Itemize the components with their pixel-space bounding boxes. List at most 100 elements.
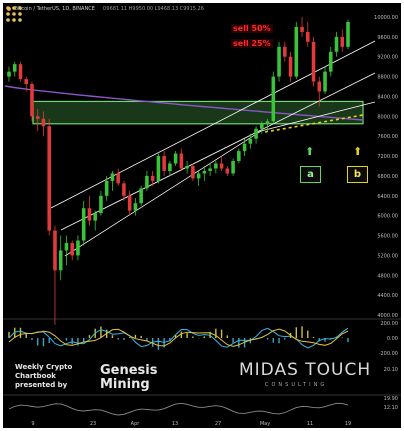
channel-lower-extension — [260, 101, 376, 132]
candle-body — [300, 26, 304, 32]
genesis-mining-logo: Genesis Mining — [100, 364, 158, 392]
candle-body — [87, 208, 92, 221]
ohlc-values: O9681.11 H9950.00 L9468.13 C9915.26 — [102, 6, 204, 12]
label-a: a — [300, 166, 321, 183]
genesis-line-1: Genesis — [100, 363, 158, 378]
candle-body — [311, 41, 316, 82]
price-chart[interactable]: 10000.00 9600.00 9200.00 8800.00 8400.00 8000… — [3, 3, 401, 428]
date-tick-label: 13 — [172, 421, 178, 427]
candle-body — [248, 138, 253, 144]
lower-tick-label: 12.10 — [384, 405, 398, 411]
oscillator-signal-line — [8, 328, 349, 347]
candle-body — [122, 183, 126, 196]
moving-average-line — [4, 85, 364, 121]
promo-line-2: Chartbook — [15, 372, 56, 380]
chart-canvas: 10000.009600.009200.008800.008400.008000… — [3, 15, 401, 427]
candle-body — [346, 21, 350, 47]
price-tick-label: 7600.00 — [377, 134, 398, 140]
date-tick-label: 27 — [215, 421, 221, 427]
candle-body — [168, 163, 172, 171]
candle-body — [47, 126, 52, 231]
candle-body — [179, 153, 184, 169]
oscillator-tick-label: 200.00 — [381, 321, 399, 327]
oscillator-line — [8, 327, 349, 349]
promo-line-1: Weekly Crypto — [15, 363, 73, 371]
price-tick-label: 5600.00 — [377, 234, 398, 240]
candle-body — [294, 26, 299, 77]
genesis-line-2: Mining — [100, 377, 150, 392]
candle-body — [328, 51, 333, 72]
candle-body — [64, 242, 69, 251]
candle-body — [340, 36, 345, 47]
date-tick-label: 11 — [307, 421, 313, 427]
candle-body — [254, 128, 258, 139]
candle-body — [81, 208, 86, 241]
candle-body — [334, 36, 339, 52]
candle-body — [271, 76, 276, 122]
candle-body — [35, 116, 40, 119]
candle-body — [12, 64, 17, 72]
label-b: b — [347, 166, 368, 183]
candle-body — [156, 156, 161, 181]
price-tick-label: 4800.00 — [377, 273, 398, 279]
date-tick-label: 19 — [345, 421, 351, 427]
support-zone — [32, 100, 364, 125]
date-tick-label: May — [260, 421, 270, 427]
candle-body — [139, 188, 143, 204]
candle-body — [24, 79, 29, 85]
candle-body — [173, 153, 178, 164]
price-tick-label: 5200.00 — [377, 253, 398, 259]
sell-50-label: sell 50% — [231, 24, 273, 33]
candle-body — [76, 240, 80, 256]
midas-touch-logo: MIDAS TOUCH — [239, 360, 372, 380]
candle-body — [237, 151, 241, 162]
candle-body — [196, 173, 201, 179]
candle-body — [323, 71, 327, 92]
candle-body — [191, 166, 195, 179]
candle-body — [277, 46, 281, 77]
lower-tick-label: 19.90 — [384, 396, 398, 402]
lower-tick-label: 20.10 — [384, 367, 398, 373]
candle-body — [7, 71, 11, 77]
interval: 1D — [62, 6, 70, 12]
candle-body — [202, 170, 207, 174]
date-tick-label: Apr — [131, 421, 141, 427]
consulting-label: CONSULTING — [265, 382, 328, 388]
oscillator-tick-label: -200.00 — [379, 351, 398, 357]
candle-body — [145, 175, 149, 189]
candle-body — [41, 118, 46, 127]
channel-middle-line — [60, 72, 376, 231]
candle-body — [305, 31, 310, 42]
price-tick-label: 8000.00 — [377, 114, 398, 120]
candle-body — [127, 195, 132, 211]
price-tick-label: 6000.00 — [377, 214, 398, 220]
lower-indicator-line — [8, 402, 349, 416]
candle-body — [242, 143, 247, 152]
candle-body — [208, 168, 212, 171]
price-tick-label: 8400.00 — [377, 94, 398, 100]
genesis-logo-icon — [6, 6, 22, 22]
promo-text: Weekly Crypto Chartbook presented by — [15, 363, 72, 390]
arrow-up-icon: ⬆ — [353, 145, 363, 158]
arrow-up-icon: ⬆ — [305, 145, 315, 158]
candle-body — [219, 163, 224, 169]
price-tick-label: 4000.00 — [377, 313, 398, 319]
channel-upper-line — [50, 40, 376, 209]
candle-body — [283, 46, 287, 57]
candle-body — [116, 173, 120, 184]
price-tick-label: 8800.00 — [377, 75, 398, 81]
candle-body — [99, 195, 103, 214]
candle-body — [70, 242, 74, 256]
price-tick-label: 7200.00 — [377, 154, 398, 160]
date-tick-label: 9 — [31, 421, 34, 427]
symbol-name: Bitcoin / TetherUS — [14, 6, 59, 12]
candle-body — [231, 161, 235, 174]
candle-body — [150, 175, 155, 181]
chart-header: Bitcoin / TetherUS, 1D, BINANCE O9681.11… — [7, 6, 204, 12]
price-tick-label: 4400.00 — [377, 293, 398, 299]
candle-body — [93, 213, 97, 221]
channel-lower-line — [64, 130, 262, 257]
price-tick-label: 9200.00 — [377, 55, 398, 61]
candle-body — [110, 173, 115, 181]
